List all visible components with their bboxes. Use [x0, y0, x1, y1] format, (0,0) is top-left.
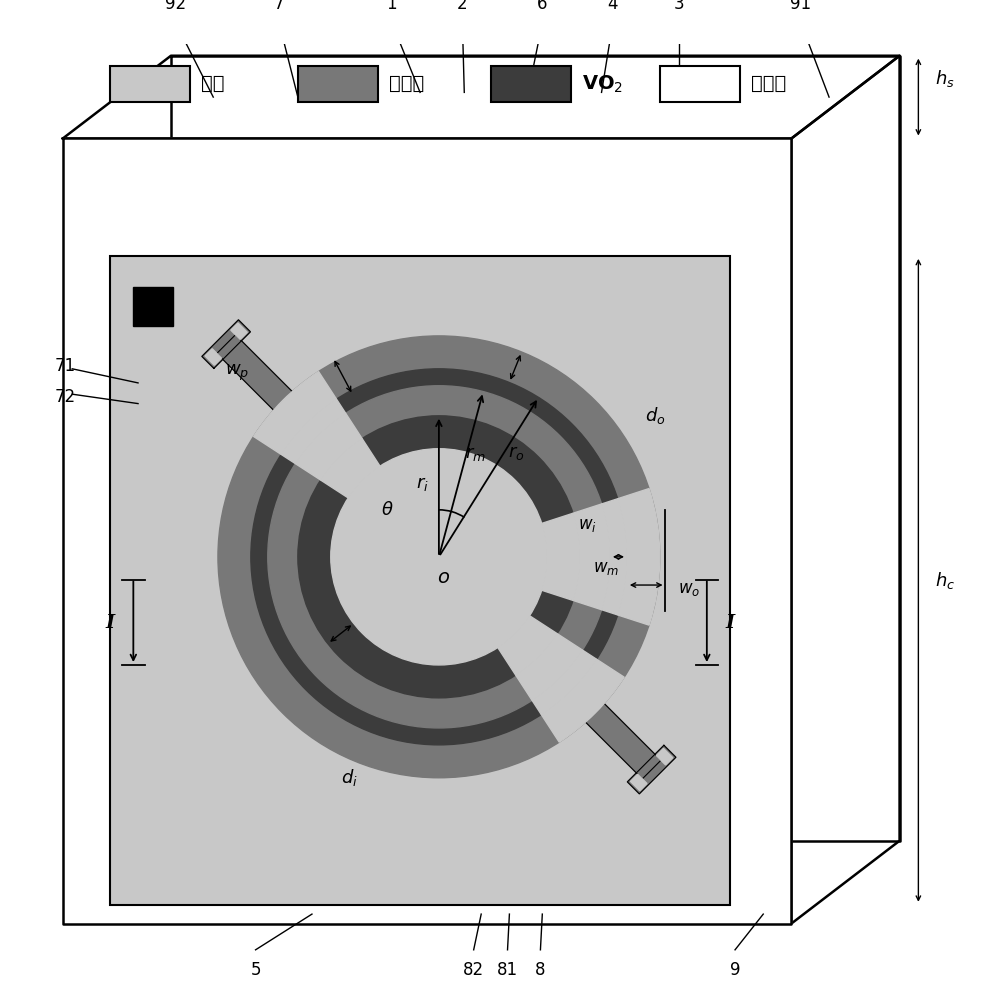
Text: $w_i$: $w_i$: [578, 518, 597, 534]
Wedge shape: [498, 615, 557, 675]
Polygon shape: [217, 335, 299, 416]
Wedge shape: [295, 413, 362, 480]
Polygon shape: [202, 319, 250, 369]
Text: 91: 91: [790, 0, 811, 14]
Text: 1: 1: [387, 0, 397, 14]
Wedge shape: [602, 499, 627, 615]
Text: $\theta$: $\theta$: [381, 501, 394, 519]
Bar: [110, 66, 190, 102]
Text: $w_o$: $w_o$: [678, 581, 700, 599]
Text: $h_s$: $h_s$: [935, 68, 955, 89]
Text: 9: 9: [730, 961, 740, 979]
Bar: [491, 66, 571, 102]
Wedge shape: [281, 399, 346, 463]
Polygon shape: [171, 56, 900, 841]
Circle shape: [268, 386, 610, 728]
Wedge shape: [618, 488, 660, 625]
Circle shape: [331, 449, 547, 665]
Wedge shape: [516, 634, 582, 700]
Text: 金属环: 金属环: [389, 74, 424, 94]
Text: 4: 4: [608, 0, 618, 14]
Text: I: I: [105, 613, 114, 632]
Text: $o$: $o$: [437, 569, 450, 587]
Circle shape: [298, 416, 580, 698]
Text: $w_m$: $w_m$: [593, 560, 619, 577]
Polygon shape: [579, 697, 661, 779]
Text: VO$_2$: VO$_2$: [582, 73, 623, 95]
Bar: [660, 66, 740, 102]
Polygon shape: [656, 748, 673, 765]
Text: 7: 7: [274, 0, 284, 14]
Text: 92: 92: [165, 0, 186, 14]
Polygon shape: [630, 774, 647, 791]
Text: 81: 81: [497, 961, 518, 979]
Polygon shape: [205, 349, 221, 365]
Text: 82: 82: [463, 961, 484, 979]
Text: $w_p$: $w_p$: [225, 363, 249, 383]
Circle shape: [218, 336, 660, 778]
Text: 5: 5: [250, 961, 261, 979]
Text: 72: 72: [55, 388, 76, 406]
Wedge shape: [542, 514, 580, 600]
Bar: [298, 66, 378, 102]
Text: $d_i$: $d_i$: [341, 767, 358, 788]
Wedge shape: [573, 504, 610, 609]
Polygon shape: [63, 138, 791, 924]
Text: 71: 71: [55, 357, 76, 375]
Text: 基板: 基板: [201, 74, 225, 94]
Bar: [133, 287, 173, 326]
Wedge shape: [254, 372, 336, 455]
Text: I: I: [726, 613, 735, 632]
Polygon shape: [231, 323, 247, 339]
Text: 6: 6: [537, 0, 548, 14]
Circle shape: [251, 369, 627, 744]
Text: $h_c$: $h_c$: [935, 570, 955, 591]
Text: 3: 3: [673, 0, 684, 14]
Text: $d_o$: $d_o$: [645, 405, 665, 426]
Text: 2: 2: [457, 0, 468, 14]
Text: $r_m$: $r_m$: [465, 446, 486, 463]
Wedge shape: [541, 660, 624, 742]
Wedge shape: [321, 439, 380, 498]
Text: 温控器: 温控器: [751, 74, 786, 94]
Text: $r_i$: $r_i$: [416, 474, 428, 492]
Polygon shape: [63, 56, 900, 138]
Wedge shape: [532, 650, 597, 715]
Bar: [110, 256, 730, 905]
Polygon shape: [791, 56, 900, 924]
Text: 8: 8: [535, 961, 546, 979]
Text: $r_o$: $r_o$: [508, 444, 524, 462]
Polygon shape: [627, 745, 676, 794]
